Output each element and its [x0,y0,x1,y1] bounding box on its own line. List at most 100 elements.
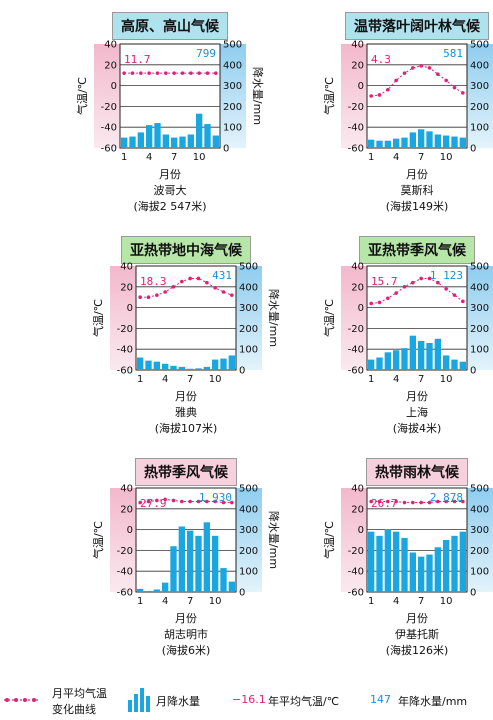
temp-point [444,78,448,83]
x-tick-label: 1 [368,152,374,163]
right-tick-label: 200 [470,102,489,113]
temp-point [138,500,142,505]
temp-point [180,279,184,284]
temp-point [197,71,201,75]
x-tick-label: 10 [440,374,453,385]
legend-annual-precip-sample: 147 [370,693,391,706]
precip-bar [418,129,425,148]
city-name: 莫斯科 [400,184,434,197]
right-tick-label: 400 [470,60,489,71]
left-tick-label: -60 [348,144,364,155]
temp-point [163,290,167,294]
left-tick-label: -20 [117,546,133,557]
temp-point [394,78,398,83]
precip-bar [195,368,202,370]
temp-point [377,499,382,504]
left-tick-label: -60 [117,588,133,599]
right-tick-label: 0 [239,366,245,377]
ylabel-left: 气温/℃ [91,299,105,337]
right-tick-label: 500 [239,262,258,273]
temp-point [230,500,234,505]
left-tick-label: -20 [348,546,364,557]
ylabel-right: 降水量/mm [267,289,281,347]
x-tick-label: 7 [187,596,193,607]
precip-bar [137,132,144,148]
right-tick-label: 0 [239,588,245,599]
right-tick-label: 300 [470,525,489,536]
precip-bar [401,137,408,148]
left-tick-label: -60 [117,366,133,377]
altitude-label: (海拔4米) [392,422,442,435]
left-tick-label: 40 [351,484,364,495]
precip-bar [451,136,458,148]
left-tick-label: 0 [358,525,364,536]
temp-point [213,286,217,290]
right-tick-label: 400 [223,60,242,71]
temp-point [163,497,167,502]
precip-bar [212,359,219,370]
right-tick-label: 300 [239,303,258,314]
temp-point [369,94,373,98]
temp-point [180,71,185,75]
altitude-label: (海拔126米) [385,644,449,657]
altitude-label: (海拔107米) [154,422,218,435]
temp-point [146,295,151,300]
legend: 月平均气温 变化曲线 月降水量 −16.1 年平均气温/℃ 147 年降水量/m… [0,682,493,720]
temp-point [172,71,176,75]
temp-point [402,500,407,505]
precip-bar [137,357,144,370]
left-tick-label: 40 [120,484,133,495]
right-tick-label: 400 [470,282,489,293]
annual-precip-label: 1 123 [430,269,463,282]
annual-temp-label: 18.3 [140,275,167,288]
precip-bar [409,552,416,592]
temp-point [213,499,217,504]
precip-bar [426,554,433,592]
temp-point [386,296,390,301]
left-tick-label: 0 [358,81,364,92]
precip-bar [434,547,441,592]
precip-bar [409,335,416,370]
precip-bar [393,350,400,370]
right-tick-label: 200 [239,546,258,557]
temp-point [386,499,390,504]
temp-point [427,500,432,505]
left-tick-label: -40 [348,123,364,134]
temp-point [138,295,142,300]
right-tick-label: 500 [239,484,258,495]
temp-point [155,71,160,75]
left-tick-label: -20 [348,102,364,113]
x-tick-label: 10 [193,152,206,163]
temp-point [122,71,126,75]
precip-bar [384,529,391,592]
altitude-label: (海拔149米) [385,200,449,213]
precip-bar [376,535,383,592]
left-tick-label: 0 [111,81,117,92]
altitude-label: (海拔2 547米) [133,200,207,213]
left-tick-label: -40 [348,567,364,578]
annual-precip-label: 2 878 [430,491,463,504]
annual-precip-label: 581 [443,47,463,60]
precip-bar [203,522,210,592]
x-tick-label: 1 [137,374,143,385]
ylabel-right: 降水量/mm [267,511,281,569]
right-tick-label: 400 [470,504,489,515]
temp-point [444,499,448,504]
temp-point [221,500,226,505]
temp-point [411,500,415,505]
precip-axis-band [467,44,493,148]
plot-frame [119,43,221,149]
precip-bar [228,355,235,370]
chart-title: 亚热带季风气候 [359,236,475,264]
precip-bar [409,132,416,148]
annual-temp-label: 11.7 [124,53,151,66]
precip-bar [162,363,169,370]
right-tick-label: 200 [470,324,489,335]
left-tick-label: -20 [348,324,364,335]
right-tick-label: 200 [239,324,258,335]
right-tick-label: 500 [223,40,242,51]
temp-point [171,498,176,503]
